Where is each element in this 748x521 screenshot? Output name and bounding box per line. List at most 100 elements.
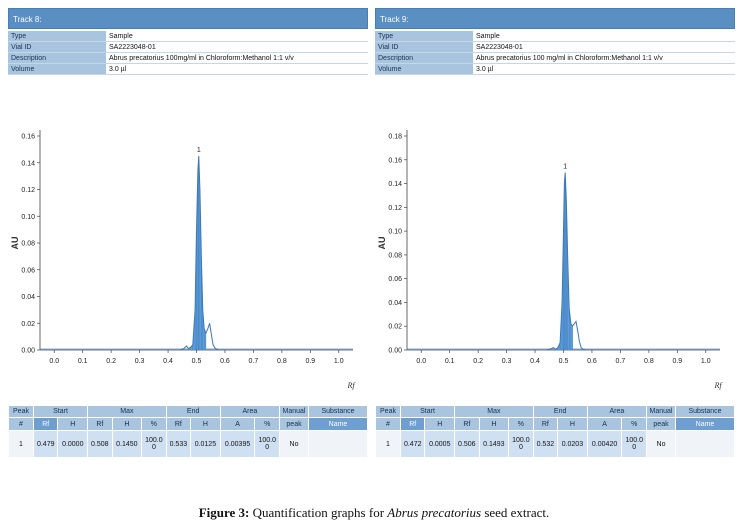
x-tick-label: 0.1 (78, 358, 88, 365)
y-tick-label: 0.08 (388, 252, 402, 259)
densitogram-chart-8: 0.00 0.02 0.04 0.06 0.08 0.10 0.12 0.14 0.16 0.0 0… (8, 118, 368, 393)
cell-end-rf: 0.533 (165, 430, 192, 458)
col-substance-name: Name (675, 417, 735, 431)
meta-label-vial: Vial ID (375, 41, 473, 53)
cell-max-pct: 100.0 0 (508, 430, 534, 458)
col-area: Area (586, 405, 648, 418)
col-start: Start (399, 405, 456, 418)
y-tick-label: 0.12 (388, 205, 402, 212)
cell-area-a: 0.00395 (219, 430, 256, 458)
col-substance-name: Name (308, 417, 368, 431)
signal-line (179, 156, 220, 351)
x-axis-label: Rf (713, 381, 723, 390)
meta-label-description: Description (8, 52, 106, 64)
figure-caption: Figure 3: Quantification graphs for Abru… (0, 505, 748, 521)
meta-value-volume: 3.0 µl (106, 63, 368, 75)
cell-max-rf: 0.508 (87, 430, 113, 458)
x-tick-label: 1.0 (701, 358, 711, 365)
col-max: Max (454, 405, 534, 418)
caption-species: Abrus precatorius (387, 505, 482, 520)
meta-value-type: Sample (473, 31, 735, 42)
col-start-h: H (57, 417, 89, 431)
col-manual: Manual (646, 405, 676, 418)
x-tick-label: 0.7 (249, 358, 259, 365)
col-start: Start (32, 405, 89, 418)
col-max-pct: % (141, 417, 167, 431)
cell-max-h: 0.1493 (478, 430, 510, 458)
cell-start-rf: 0.479 (32, 430, 59, 458)
x-tick-label: 0.9 (305, 358, 315, 365)
meta-value-type: Sample (106, 31, 368, 42)
track-title: Track 8: (8, 8, 368, 29)
meta-value-vial: SA2223048-01 (106, 41, 368, 53)
x-tick-label: 0.0 (416, 358, 426, 365)
meta-label-description: Description (375, 52, 473, 64)
y-tick-label: 0.12 (21, 187, 35, 194)
col-area-a: A (586, 417, 623, 431)
x-tick-label: 0.2 (106, 358, 116, 365)
x-tick-label: 0.2 (473, 358, 483, 365)
y-tick-label: 0.14 (388, 181, 402, 188)
col-end-h: H (557, 417, 588, 431)
col-end: End (532, 405, 588, 418)
y-tick-label: 0.02 (388, 324, 402, 331)
col-start-rf: Rf (399, 417, 426, 431)
col-area-pct: % (254, 417, 280, 431)
col-num: # (375, 417, 401, 431)
x-tick-label: 0.6 (587, 358, 597, 365)
caption-tail: seed extract. (481, 505, 550, 520)
track-panel-8: Track 8: Type Sample Vial ID SA2223048-01 … (8, 8, 368, 458)
caption-text: Quantification graphs for (249, 505, 388, 520)
peak-label: 1 (563, 163, 567, 170)
x-tick-label: 0.8 (277, 358, 287, 365)
col-max-pct: % (508, 417, 534, 431)
x-tick-label: 0.4 (163, 358, 173, 365)
y-tick-label: 0.14 (21, 160, 35, 167)
peak-results-table-9: Peak Start Max End Area Manual Substance # Rf H Rf… (375, 405, 735, 458)
col-num: # (8, 417, 34, 431)
col-manual-peak: peak (646, 417, 676, 431)
meta-label-type: Type (8, 31, 106, 42)
track-meta-table: Type Sample Vial ID SA2223048-01 Descripti… (8, 31, 368, 75)
cell-start-rf: 0.472 (399, 430, 426, 458)
track-title: Track 9: (375, 8, 735, 29)
table-row[interactable]: 1 0.472 0.0005 0.506 0.1493 100.0 0 0.532 0.0203… (375, 430, 735, 458)
cell-max-pct: 100.0 0 (141, 430, 167, 458)
y-tick-label: 0.06 (21, 267, 35, 274)
col-start-rf: Rf (32, 417, 59, 431)
x-tick-label: 0.5 (192, 358, 202, 365)
x-tick-label: 0.0 (49, 358, 59, 365)
cell-max-h: 0.1450 (111, 430, 143, 458)
table-row[interactable]: 1 0.479 0.0000 0.508 0.1450 100.0 0 0.533 0.0125… (8, 430, 368, 458)
track-panel-9: Track 9: Type Sample Vial ID SA2223048-01 … (375, 8, 735, 458)
meta-label-volume: Volume (8, 63, 106, 75)
y-axis-label: AU (377, 237, 387, 250)
x-tick-label: 0.3 (502, 358, 512, 365)
y-tick-label: 0.02 (21, 321, 35, 328)
x-tick-label: 0.8 (644, 358, 654, 365)
col-substance: Substance (308, 405, 368, 418)
meta-value-description: Abrus precatorius 100mg/ml in Chloroform… (106, 52, 368, 64)
y-tick-label: 0.10 (388, 229, 402, 236)
y-axis-label: AU (10, 237, 20, 250)
x-tick-label: 0.1 (445, 358, 455, 365)
col-area-pct: % (621, 417, 647, 431)
col-end-rf: Rf (532, 417, 559, 431)
col-end: End (165, 405, 221, 418)
y-tick-label: 0.00 (21, 348, 35, 355)
cell-end-h: 0.0125 (190, 430, 221, 458)
col-substance: Substance (675, 405, 735, 418)
cell-substance (308, 430, 368, 458)
col-end-h: H (190, 417, 221, 431)
peak-label: 1 (197, 147, 201, 154)
col-max-rf: Rf (87, 417, 113, 431)
col-start-h: H (424, 417, 456, 431)
y-tick-label: 0.16 (21, 134, 35, 141)
x-axis-label: Rf (346, 381, 356, 390)
col-manual-peak: peak (279, 417, 309, 431)
peak-area (555, 172, 573, 350)
chart-svg: 0.00 0.02 0.04 0.06 0.08 0.10 0.12 0.14 0.16 0.0 0… (10, 130, 356, 390)
col-peak: Peak (375, 405, 401, 418)
cell-area-pct: 100.0 0 (254, 430, 280, 458)
meta-value-volume: 3.0 µl (473, 63, 735, 75)
